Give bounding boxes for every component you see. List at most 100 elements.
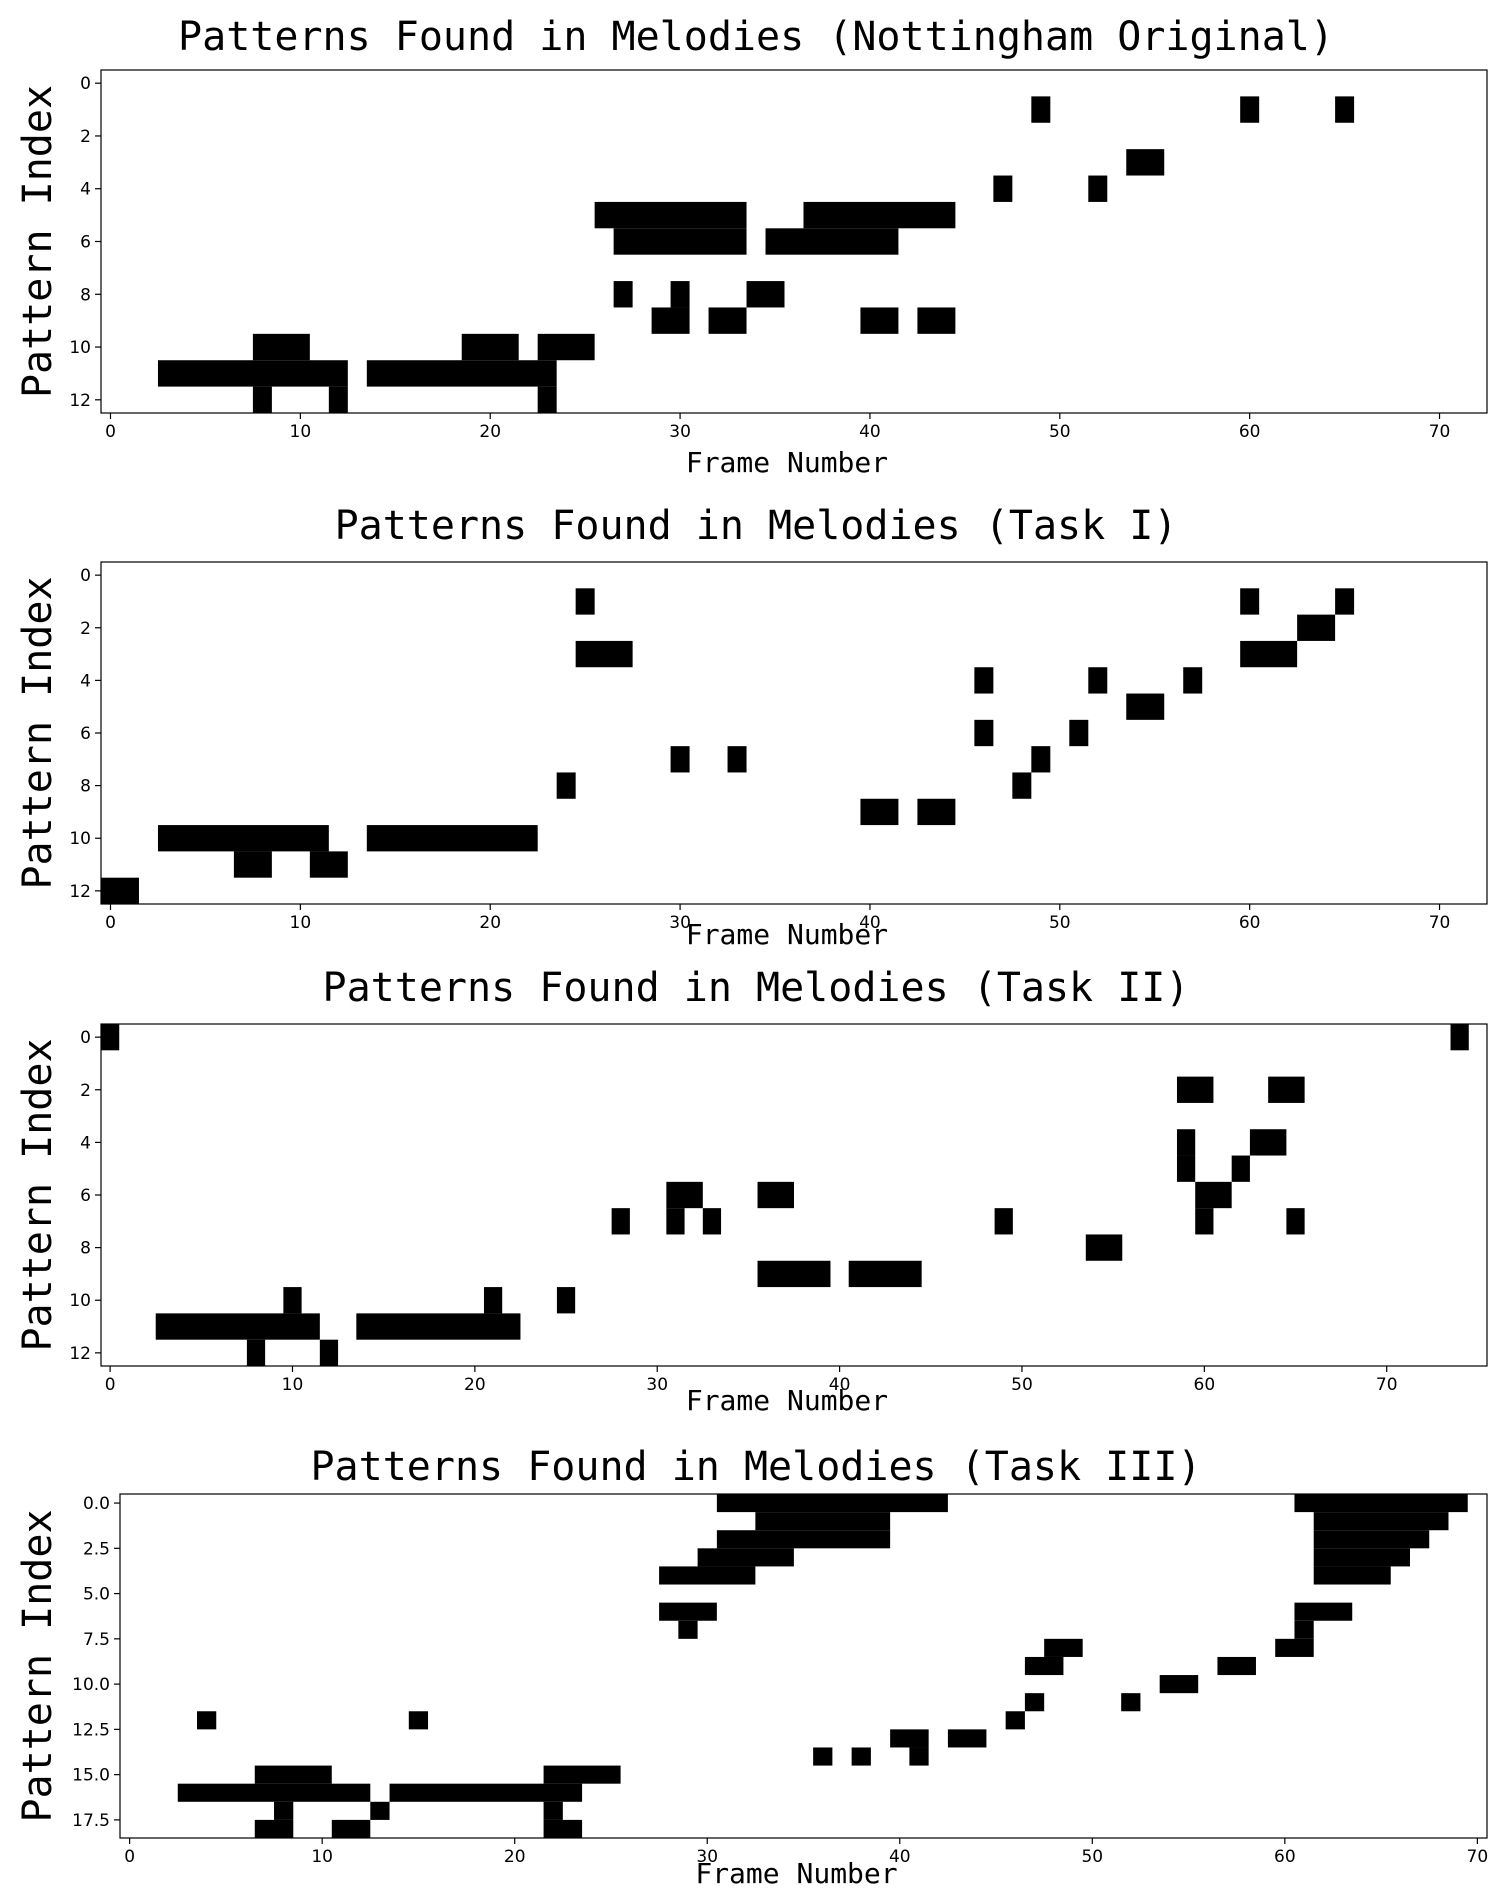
heatmap-cell xyxy=(974,667,994,694)
x-tick-label: 60 xyxy=(1274,1847,1296,1867)
heatmap-cell xyxy=(356,1313,521,1340)
heatmap-cell xyxy=(1294,1494,1468,1513)
heatmap-cell xyxy=(233,851,272,878)
heatmap-cell xyxy=(537,333,595,361)
heatmap-cell xyxy=(727,746,747,773)
chart-panel-2: 0 10 20 30 40 50 60 70 0 2 4 6 8 10 12 Patterns Found i… xyxy=(15,503,1488,951)
y-tick-label: 2.5 xyxy=(83,1539,110,1559)
x-tick-label: 20 xyxy=(504,1847,526,1867)
heatmap-cell xyxy=(1126,693,1165,720)
x-tick-label: 50 xyxy=(1011,1375,1033,1395)
heatmap-cell xyxy=(651,307,690,334)
y-tick-label: 6 xyxy=(80,233,91,253)
x-tick-label: 10 xyxy=(282,1375,304,1395)
heatmap-cell xyxy=(1121,1693,1141,1712)
x-tick-label: 60 xyxy=(1239,422,1261,442)
y-tick-label: 15.0 xyxy=(72,1766,110,1786)
heatmap-cell xyxy=(746,281,785,308)
heatmap-cell xyxy=(543,1765,621,1784)
heatmap-cell xyxy=(1313,1530,1430,1549)
chart-title: Patterns Found in Melodies (Task II) xyxy=(323,965,1190,1011)
heatmap-cell xyxy=(246,1339,266,1366)
heatmap-cell xyxy=(1450,1024,1469,1051)
heatmap-cell xyxy=(319,1339,339,1366)
heatmap-cell xyxy=(993,175,1013,202)
heatmap-cell xyxy=(613,281,633,308)
heatmap-cell xyxy=(890,1729,929,1748)
x-axis-label: Frame Number xyxy=(695,1857,897,1890)
y-tick-label: 4 xyxy=(80,671,91,691)
x-tick-label: 40 xyxy=(859,422,881,442)
y-tick-label: 10 xyxy=(69,1291,91,1311)
y-tick-label: 10 xyxy=(69,338,91,358)
heatmap-cell xyxy=(1031,746,1051,773)
heatmap-cell xyxy=(1275,1638,1314,1657)
heatmap-cell xyxy=(389,1783,583,1802)
heatmap-cell xyxy=(1069,719,1089,747)
heatmap-cell xyxy=(1024,1656,1064,1676)
y-tick-label: 12 xyxy=(69,391,91,411)
heatmap-cell xyxy=(252,386,272,413)
heatmap-cell xyxy=(461,333,519,361)
y-tick-label: 8 xyxy=(80,777,91,797)
heatmap-cell xyxy=(860,307,899,334)
y-tick-label: 12 xyxy=(69,882,91,902)
heatmap-cell xyxy=(594,201,747,229)
y-tick-label: 2 xyxy=(80,619,91,639)
heatmap-cell xyxy=(678,1620,698,1639)
heatmap-cell xyxy=(366,825,538,852)
heatmap-cell xyxy=(157,825,329,852)
heatmap-cell xyxy=(611,1208,630,1235)
x-tick-label: 0 xyxy=(124,1847,135,1867)
heatmap-cell xyxy=(1294,1602,1353,1621)
heatmap-cell xyxy=(708,307,747,334)
x-tick-label: 70 xyxy=(1429,913,1451,933)
y-tick-label: 0 xyxy=(80,1028,91,1048)
heatmap-cell xyxy=(813,1747,833,1766)
heatmap-cell xyxy=(1240,96,1260,123)
x-tick-label: 30 xyxy=(646,1375,668,1395)
heatmap-cell xyxy=(1195,1208,1214,1235)
x-tick-label: 10 xyxy=(311,1847,333,1867)
x-tick-label: 0 xyxy=(105,1375,116,1395)
heatmap-cell xyxy=(851,1747,871,1766)
y-axis-label: Pattern Index xyxy=(15,85,61,398)
heatmap-cell xyxy=(755,1512,891,1531)
x-tick-label: 10 xyxy=(290,422,312,442)
heatmap-cell xyxy=(1313,1512,1449,1531)
heatmap-cell xyxy=(575,588,595,615)
heatmap-cell xyxy=(1176,1155,1196,1182)
heatmap-cell xyxy=(1231,1155,1250,1182)
x-tick-label: 20 xyxy=(479,422,501,442)
heatmap-cell xyxy=(666,1181,703,1209)
heatmap-cell xyxy=(408,1711,429,1730)
heatmap-cell xyxy=(909,1747,929,1766)
heatmap-cell xyxy=(543,1819,583,1838)
heatmap-cell xyxy=(1024,1693,1045,1712)
heatmap-cell xyxy=(1240,588,1260,615)
y-tick-label: 2 xyxy=(80,127,91,147)
y-tick-label: 5.0 xyxy=(83,1585,110,1605)
heatmap-cell xyxy=(274,1801,294,1820)
heatmap-cell xyxy=(848,1260,922,1288)
heatmap-cell xyxy=(1012,772,1032,799)
heatmap-cell xyxy=(670,746,690,773)
heatmap-cell xyxy=(1183,667,1203,694)
heatmap-cell xyxy=(101,1024,120,1051)
y-tick-label: 4 xyxy=(80,180,91,200)
heatmap-cell xyxy=(803,201,956,229)
chart-title: Patterns Found in Melodies (Task III) xyxy=(310,1444,1201,1490)
heatmap-cell xyxy=(309,851,348,878)
x-tick-label: 50 xyxy=(1049,422,1071,442)
heatmap-cell xyxy=(697,1548,794,1567)
heatmap-cell xyxy=(917,307,956,334)
x-tick-label: 60 xyxy=(1239,913,1261,933)
x-tick-label: 10 xyxy=(290,913,312,933)
heatmap-cell xyxy=(757,1260,831,1288)
heatmap-cell xyxy=(1176,1076,1214,1103)
y-tick-label: 8 xyxy=(80,1239,91,1259)
y-tick-label: 0.0 xyxy=(83,1494,110,1514)
x-tick-label: 20 xyxy=(464,1375,486,1395)
heatmap-cell xyxy=(575,640,633,668)
heatmap-cell xyxy=(556,772,576,799)
